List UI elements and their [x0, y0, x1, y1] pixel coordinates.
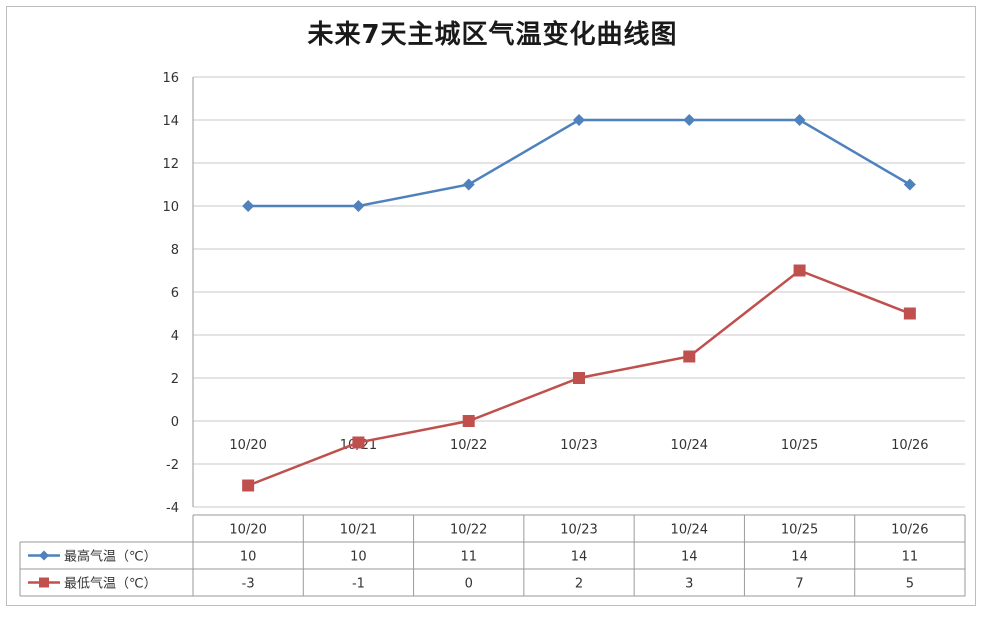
data-point: [683, 350, 696, 363]
x-category-label: 10/23: [560, 438, 597, 453]
table-header-cell: 10/22: [450, 523, 487, 538]
data-point: [352, 200, 365, 212]
data-point: [793, 264, 806, 277]
data-point: [462, 178, 475, 191]
data-point: [462, 415, 475, 427]
table-value-cell: 11: [902, 550, 919, 565]
x-category-label: 10/26: [891, 438, 928, 453]
table-header-cell: 10/24: [671, 523, 708, 538]
y-tick-label: 10: [162, 200, 179, 215]
table-value-cell: -3: [242, 577, 255, 592]
table-value-cell: 14: [681, 550, 698, 565]
y-tick-label: -2: [166, 458, 179, 473]
legend-marker: [39, 577, 49, 588]
chart-frame: [6, 6, 976, 606]
y-tick-label: 4: [171, 329, 179, 344]
data-point: [683, 114, 696, 126]
table-value-cell: 10: [350, 550, 367, 565]
table-header-cell: 10/20: [229, 523, 266, 538]
data-table: 10/20 10/21 10/22 10/23 10/24 10/25 10/26 最高气温（…: [19, 514, 966, 597]
y-tick-label: 12: [162, 157, 179, 172]
table-header-cell: 10/21: [340, 523, 377, 538]
y-tick-label: 16: [162, 71, 179, 86]
table-value-cell: 3: [685, 577, 693, 592]
data-point: [242, 479, 255, 492]
data-point: [573, 114, 585, 126]
table-value-cell: 14: [791, 550, 808, 565]
y-tick-label: 8: [171, 243, 179, 258]
table-value-cell: 7: [795, 577, 803, 592]
table-header-cell: 10/23: [560, 523, 597, 538]
x-category-label: 10/22: [450, 438, 487, 453]
legend-label: 最高气温（℃）: [64, 549, 157, 565]
table-value-cell: 5: [906, 577, 914, 592]
data-point: [903, 307, 916, 320]
table-value-cell: 11: [460, 550, 477, 565]
y-tick-label: -4: [166, 501, 179, 516]
table-value-cell: 0: [465, 577, 473, 592]
x-category-label: 10/20: [229, 438, 266, 453]
data-point: [352, 436, 365, 449]
data-point: [242, 200, 255, 212]
table-value-cell: 10: [240, 550, 257, 565]
data-point: [903, 178, 916, 191]
x-category-label: 10/24: [671, 438, 708, 453]
legend-marker: [39, 550, 49, 561]
series-lines: [247, 118, 911, 487]
y-tick-label: 0: [171, 415, 179, 430]
chart-title: 未来7天主城区气温变化曲线图: [307, 20, 678, 50]
legend-label: 最低气温（℃）: [64, 576, 157, 592]
x-category-label: 10/25: [781, 438, 818, 453]
y-tick-label: 2: [171, 372, 179, 387]
table-value-cell: 2: [575, 577, 583, 592]
y-tick-label: 14: [162, 114, 179, 129]
y-axis-ticks: -4 -2 0 2 4 6 8 10 12 14 16: [162, 71, 179, 516]
table-header-cell: 10/25: [781, 523, 818, 538]
series-markers: [242, 114, 916, 492]
y-tick-label: 6: [171, 286, 179, 301]
data-point: [793, 114, 806, 126]
table-header-cell: 10/26: [891, 523, 928, 538]
table-value-cell: 14: [571, 550, 588, 565]
data-point: [573, 372, 585, 384]
table-value-cell: -1: [352, 577, 365, 592]
